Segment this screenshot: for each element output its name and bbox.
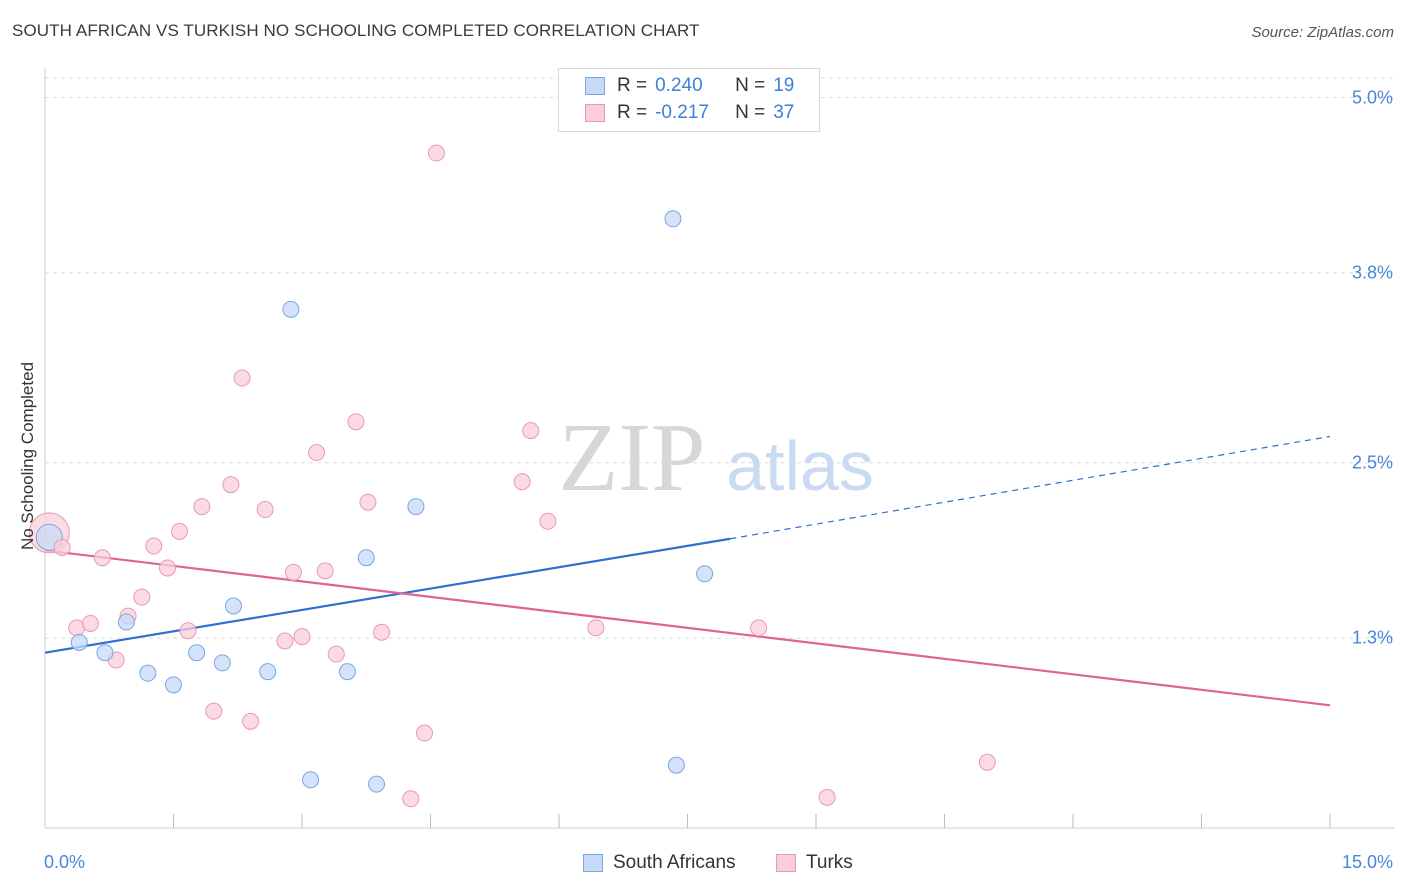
legend-r-value: -0.217 <box>655 102 709 123</box>
legend-swatch-pink <box>585 104 605 122</box>
legend-row-south-africans: R = 0.240 N = 19 <box>585 75 794 97</box>
turk-point <box>373 623 391 641</box>
south-african-point <box>357 549 375 567</box>
turk-point <box>402 790 420 808</box>
south-african-point <box>407 498 425 516</box>
turk-point <box>293 628 311 646</box>
watermark-zip: ZIP <box>559 404 706 512</box>
legend-r-label: R = <box>617 102 648 123</box>
turks-trend-line <box>44 549 1331 707</box>
turk-point <box>347 413 365 431</box>
south-african-point <box>696 565 714 583</box>
south-african-point <box>117 613 135 631</box>
turk-point <box>513 473 531 491</box>
bottom-legend-label: Turks <box>806 852 853 873</box>
turk-point <box>93 549 111 567</box>
legend-n-value: 19 <box>773 75 795 96</box>
turk-point <box>750 619 768 637</box>
turk-point <box>539 512 557 530</box>
y-axis-label: No Schooling Completed <box>18 361 37 551</box>
turk-point <box>233 369 251 387</box>
turk-point <box>522 422 540 440</box>
turk-point <box>316 562 334 580</box>
turk-point <box>133 588 151 606</box>
y-tick-label: 1.3% <box>1351 627 1393 648</box>
turk-point <box>205 702 223 720</box>
turk-point <box>359 493 377 511</box>
south-african-point <box>70 633 88 651</box>
south-african-point <box>165 676 182 694</box>
bottom-legend-swatch-blue <box>583 854 603 872</box>
correlation-legend: R = 0.240 N = 19 R = -0.217 N = 37 <box>558 68 820 132</box>
turk-point <box>159 559 177 577</box>
turk-point <box>222 476 240 494</box>
south-african-point <box>139 664 157 682</box>
south-african-point <box>188 644 206 662</box>
x-tick-label-max: 15.0% <box>1341 852 1393 872</box>
turk-point <box>587 619 605 637</box>
turk-point <box>256 501 274 519</box>
turk-point <box>170 522 188 540</box>
south-african-point <box>338 663 356 681</box>
turk-point <box>327 645 345 663</box>
legend-swatch-blue <box>585 77 605 95</box>
turk-point <box>276 632 294 650</box>
data-points <box>28 144 996 808</box>
x-tick-label-min: 0.0% <box>44 852 86 872</box>
south-african-point <box>664 210 682 228</box>
turk-point <box>242 712 260 730</box>
south-african-point <box>96 644 114 662</box>
source-label: Source: ZipAtlas.com <box>1251 24 1394 41</box>
y-tick-label: 2.5% <box>1351 452 1393 473</box>
legend-n-value: 37 <box>773 102 795 123</box>
bottom-legend-swatch-pink <box>776 854 796 872</box>
legend-n-label: N = <box>735 102 766 123</box>
turk-point <box>427 144 445 162</box>
y-tick-label: 5.0% <box>1351 87 1393 108</box>
turk-point <box>416 724 434 742</box>
legend-r-label: R = <box>617 75 648 96</box>
legend-r-value: 0.240 <box>655 75 703 96</box>
south-africans-trend-extension <box>730 435 1331 540</box>
turk-point <box>308 444 326 462</box>
watermark: ZIP atlas <box>559 404 874 512</box>
chart-title: SOUTH AFRICAN VS TURKISH NO SCHOOLING CO… <box>12 21 700 40</box>
legend-n-label: N = <box>735 75 766 96</box>
y-tick-label: 3.8% <box>1351 262 1393 283</box>
south-african-point <box>282 300 300 318</box>
axes <box>44 68 1395 829</box>
watermark-atlas: atlas <box>726 427 874 505</box>
south-african-point <box>302 771 320 789</box>
turk-point <box>193 498 211 516</box>
south-african-point <box>667 756 685 774</box>
bottom-legend-south-africans: South Africans <box>583 852 736 874</box>
turk-point <box>978 753 996 771</box>
turk-point <box>145 537 163 555</box>
legend-row-turks: R = -0.217 N = 37 <box>585 102 794 124</box>
turk-point <box>81 614 99 632</box>
turk-point <box>53 539 71 556</box>
turk-point <box>818 788 836 806</box>
trend-lines <box>44 435 1331 707</box>
south-african-point <box>213 654 231 672</box>
south-african-point <box>259 663 277 681</box>
south-african-point <box>224 597 242 615</box>
turk-point <box>284 563 302 581</box>
grid-lines <box>45 77 1395 639</box>
turk-point <box>179 622 197 640</box>
south-african-point <box>368 775 386 793</box>
south-africans-trend-line <box>44 537 731 654</box>
bottom-legend-turks: Turks <box>776 852 853 874</box>
bottom-legend-label: South Africans <box>613 852 736 873</box>
